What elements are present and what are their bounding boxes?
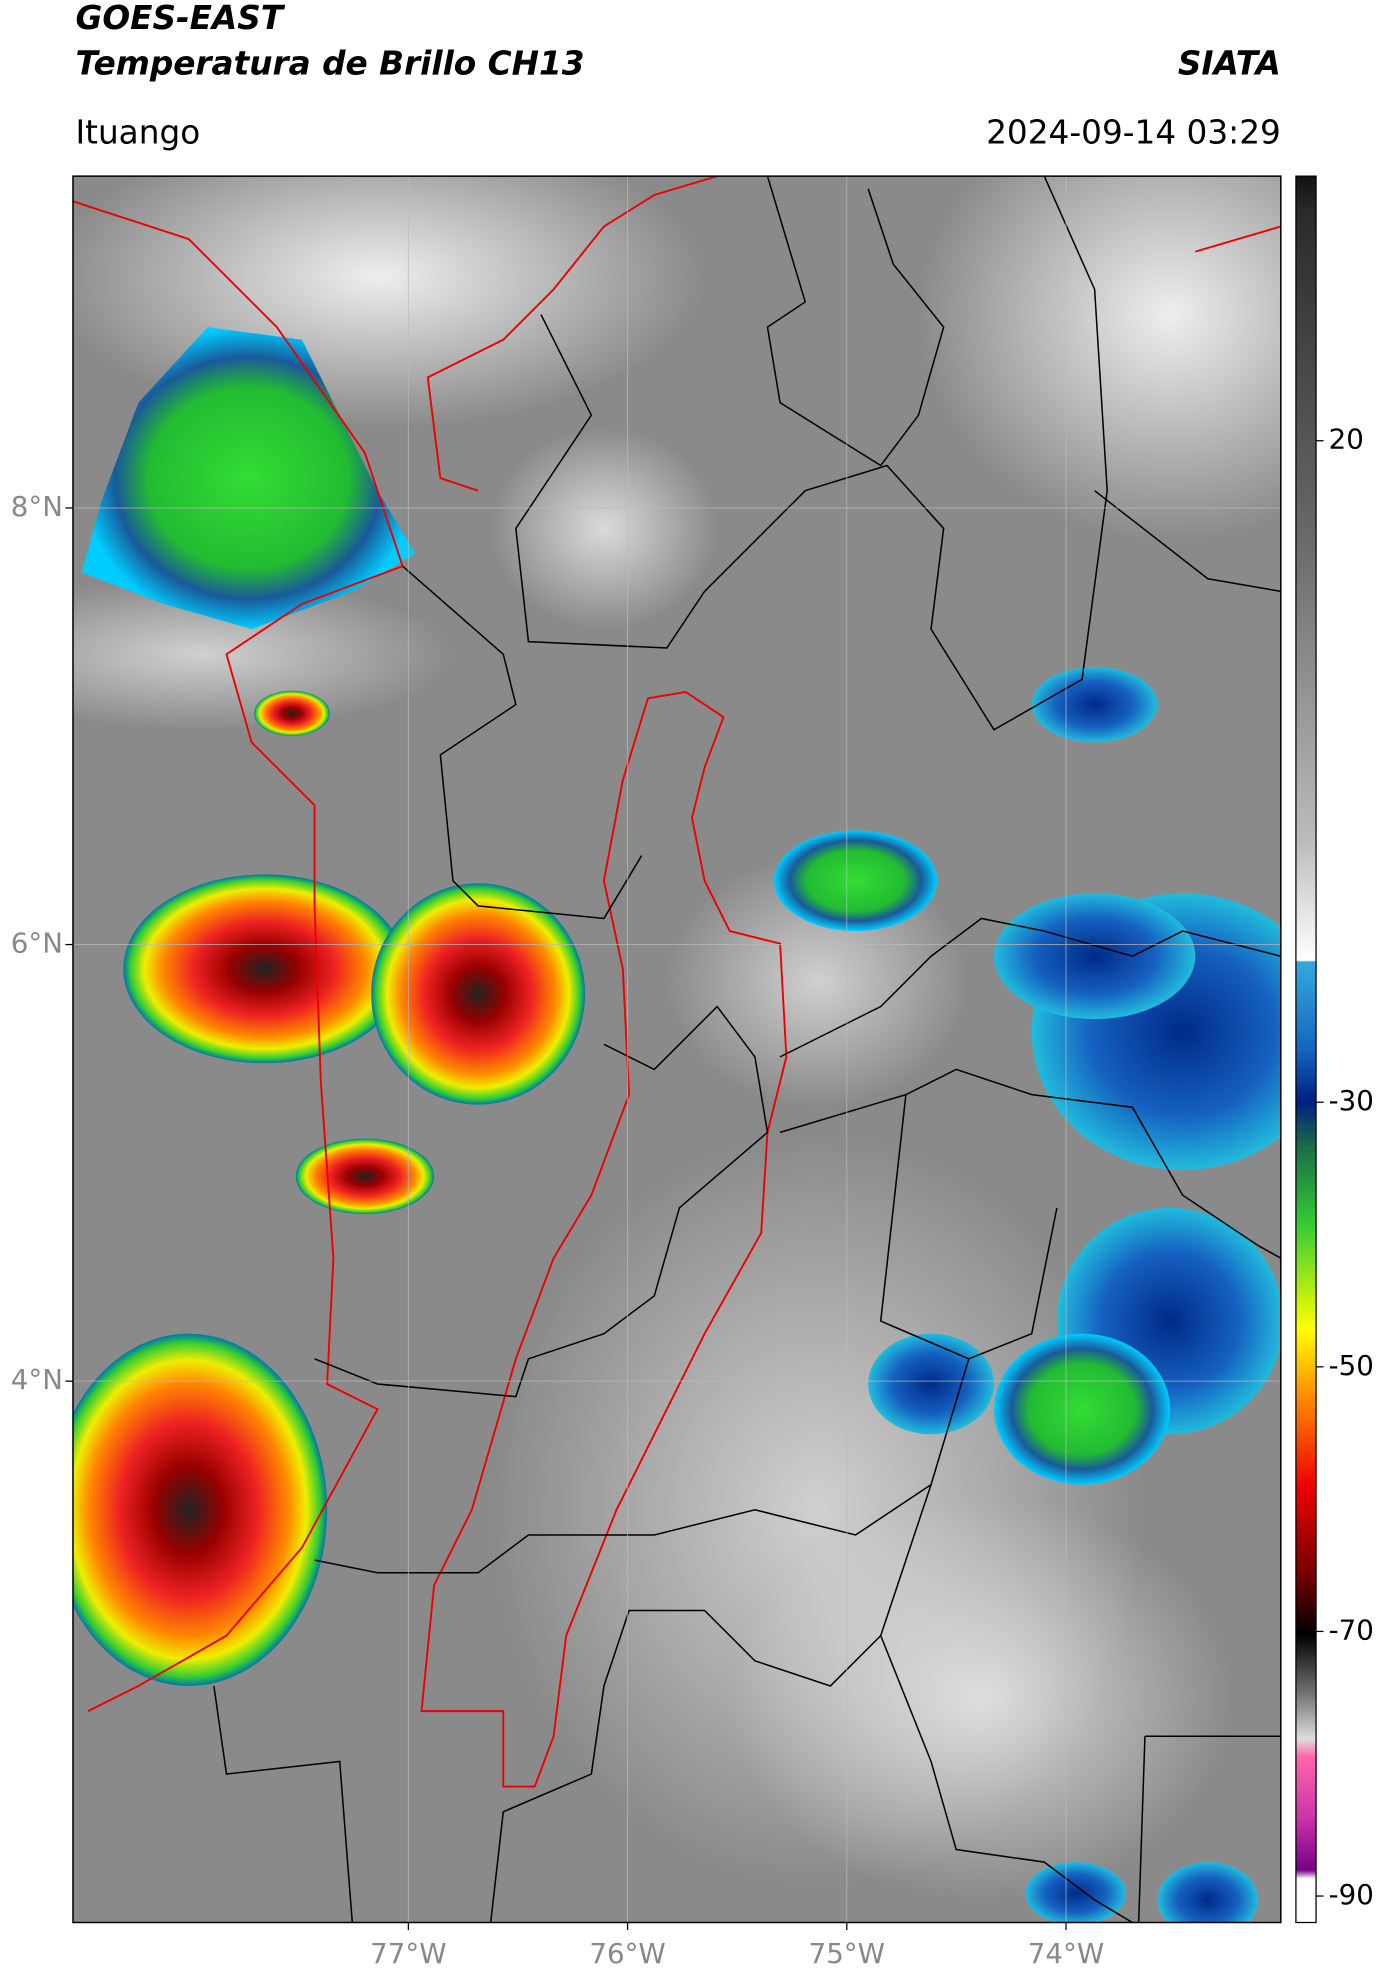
colorbar-tick-label: -90 [1329,1878,1374,1911]
brand: SIATA [1178,44,1281,82]
lat-tick-label: 4°N [11,1363,63,1396]
colorbar [1295,175,1317,1924]
lon-tick-label: 77°W [370,1937,446,1970]
satellite-image [72,176,1281,1923]
title: GOES-EAST [75,0,285,37]
colorbar-tick-label: -70 [1329,1613,1374,1646]
colorbar-tick-label: -50 [1329,1349,1374,1382]
colorbar-tick-label: -30 [1329,1084,1374,1117]
map-frame [72,175,1282,1924]
lon-tick-label: 74°W [1028,1937,1104,1970]
location: Ituango [75,114,200,152]
lon-tick-label: 76°W [589,1937,665,1970]
lon-tick-label: 75°W [809,1937,885,1970]
lat-tick-label: 8°N [11,490,63,523]
timestamp: 2024-09-14 03:29 [986,114,1281,152]
lat-tick-label: 6°N [11,927,63,960]
subtitle: Temperatura de Brillo CH13 [75,44,584,82]
colorbar-tick-label: 20 [1329,423,1364,456]
